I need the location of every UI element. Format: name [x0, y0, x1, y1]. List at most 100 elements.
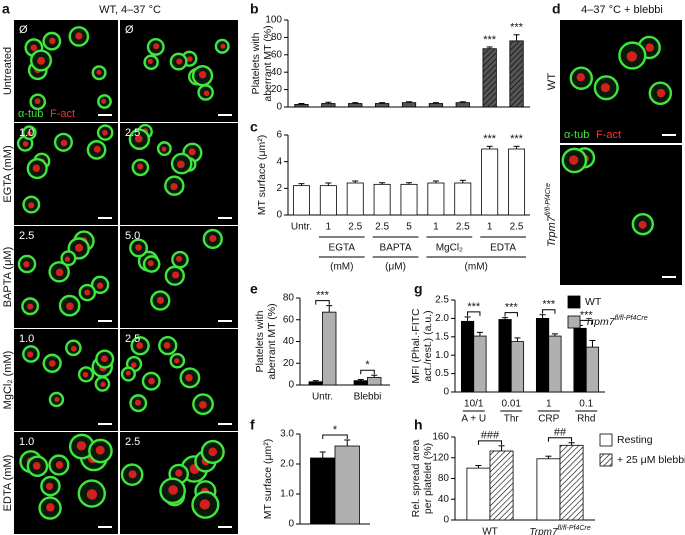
actin: [153, 43, 160, 50]
y-axis-label: Platelets with: [254, 310, 266, 372]
y-axis-label: aberrant MT (%): [266, 303, 278, 379]
actin: [163, 342, 171, 349]
actin: [175, 255, 183, 262]
significance: ***: [316, 290, 330, 302]
actin: [27, 351, 34, 358]
micrograph: [120, 20, 238, 122]
row-label: EDTA (mM): [2, 455, 14, 512]
panel-title: 4–37 °C + blebbi: [581, 4, 663, 16]
actin: [76, 441, 87, 451]
actin: [32, 164, 41, 172]
bar: [548, 335, 562, 393]
bar: [292, 185, 310, 216]
group-label: EDTA: [490, 243, 516, 254]
y-tick-label: 40: [283, 336, 295, 347]
actin: [82, 371, 89, 378]
bar: [367, 376, 382, 386]
x-tick-label: 2.5: [510, 222, 524, 233]
condition-label: 5.0: [125, 230, 140, 242]
significance-bracket: [315, 300, 330, 305]
bar: [536, 458, 561, 521]
actin: [60, 139, 68, 147]
y-tick-label: 120: [432, 452, 449, 463]
x-tick-label: Trpm7fl/fl-Pf4Cre: [529, 525, 590, 535]
significance: ***: [467, 301, 481, 313]
actin: [27, 303, 34, 310]
actin: [199, 499, 210, 510]
significance-bracket: [322, 434, 348, 439]
x-tick-label-main: Trpm7: [529, 527, 558, 535]
bar: [334, 445, 360, 525]
actin: [96, 69, 102, 75]
actin: [600, 83, 610, 93]
x-tick-sublabel: Rhd: [577, 414, 595, 425]
bar: [481, 148, 499, 216]
actin: [199, 400, 207, 409]
legend-swatch: [599, 453, 613, 467]
actin: [55, 461, 64, 469]
condition-label: 1.0: [19, 333, 34, 345]
bar: [322, 311, 337, 386]
y-axis-label: aberrant MT (%): [262, 25, 274, 101]
legend-swatch: [567, 295, 581, 309]
actin: [148, 377, 155, 385]
actin: [125, 370, 131, 376]
y-axis-label: per platelet (%): [422, 443, 434, 514]
actin: [137, 163, 144, 170]
y-tick-label: 2.0: [435, 313, 449, 324]
significance: *: [365, 359, 370, 371]
actin: [64, 256, 71, 262]
y-tick-label: 2.5: [435, 295, 449, 306]
actin: [100, 381, 106, 387]
significance: ***: [505, 302, 519, 314]
actin: [95, 445, 105, 455]
bar: [473, 335, 487, 393]
y-axis-label: Platelets with: [250, 32, 262, 94]
row-label: Untreated: [2, 47, 14, 95]
condition-label: 2.5: [125, 436, 140, 448]
actin: [172, 271, 180, 279]
y-tick-label: 40: [271, 67, 283, 78]
actin: [66, 302, 74, 311]
actin: [147, 260, 154, 267]
significance: ***: [580, 309, 594, 321]
y-tick-label: 1.5: [435, 331, 449, 342]
x-tick-label: 2.5: [456, 222, 470, 233]
actin: [170, 182, 178, 191]
group-label: EGTA: [329, 243, 356, 254]
legend-label-sup: fl/fl-Pf4Cre: [615, 315, 648, 322]
actin: [102, 129, 108, 136]
panel-label: b: [250, 1, 259, 17]
actin: [96, 282, 104, 289]
bar: [466, 467, 491, 521]
panel-title: WT, 4–37 °C: [99, 4, 161, 16]
actin: [576, 73, 585, 82]
bar: [401, 102, 417, 108]
bar: [559, 444, 584, 521]
actin: [135, 244, 142, 251]
actin: [22, 141, 29, 147]
x-tick-label: 1: [487, 222, 493, 233]
bar: [573, 327, 587, 393]
legend-label: + 25 μM blebbi: [617, 454, 685, 466]
row-label: BAPTA (μM): [2, 247, 14, 308]
actin: [220, 43, 226, 49]
y-tick-label: 0: [443, 387, 449, 398]
significance: ***: [510, 22, 524, 34]
actin: [34, 98, 41, 105]
y-tick-label: 0.5: [435, 368, 449, 379]
significance: ***: [542, 299, 556, 311]
legend-label: Trpm7fl/fl-Pf4Cre: [585, 315, 648, 327]
condition-label: 2.5: [19, 230, 34, 242]
y-tick-label: 0: [276, 210, 282, 221]
actin: [208, 447, 218, 457]
bar: [427, 182, 445, 216]
panel-label: d: [552, 1, 561, 17]
y-axis-label: Rel. spread area: [410, 440, 422, 518]
bar: [460, 320, 475, 393]
actin: [70, 345, 77, 352]
x-tick-sublabel: Thr: [504, 414, 520, 425]
actin: [45, 482, 54, 490]
actin: [55, 268, 64, 277]
